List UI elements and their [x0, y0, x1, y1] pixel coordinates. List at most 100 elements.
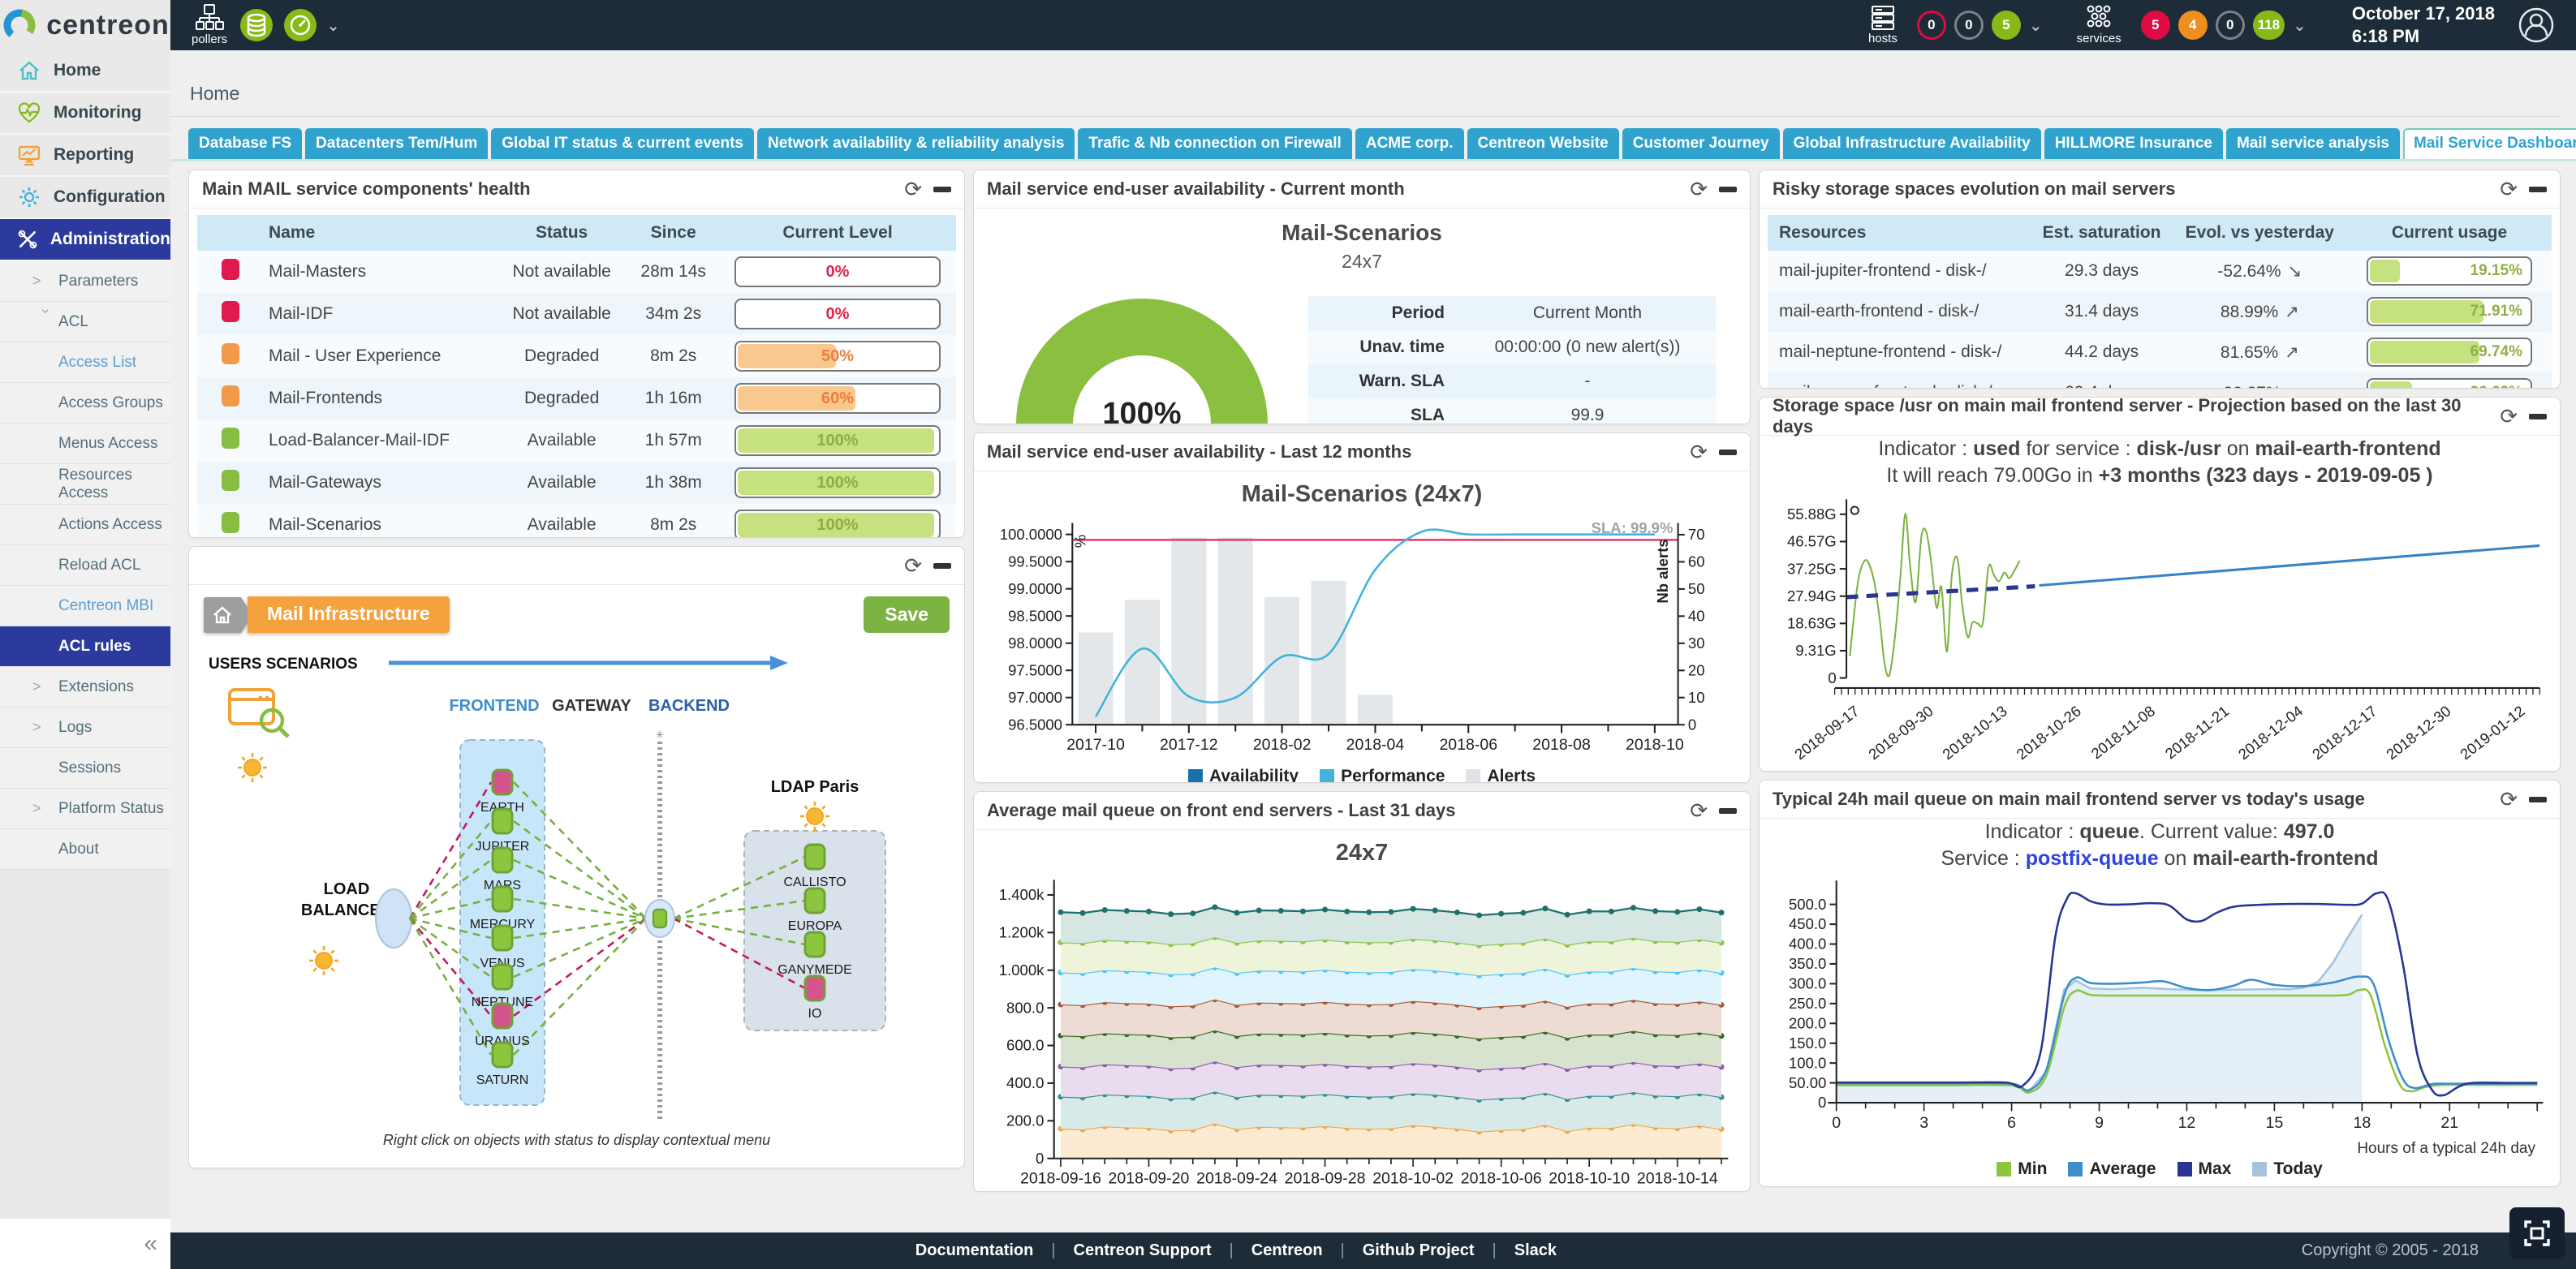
infra-node-saturn[interactable]: SATURN — [476, 1041, 529, 1087]
tab-hillmore-insurance[interactable]: HILLMORE Insurance — [2044, 128, 2223, 159]
tab-network-availability-reliability-analysis[interactable]: Network availability & reliability analy… — [757, 128, 1075, 159]
services-badge-0[interactable]: 5 — [2140, 11, 2170, 40]
tab-mail-service-dashboard[interactable]: Mail Service Dashboard — [2402, 128, 2576, 159]
minimize-icon[interactable] — [933, 186, 951, 192]
health-row[interactable]: Load-Balancer-Mail-IDF Available 1h 57m 100… — [197, 419, 956, 462]
services-badge-1[interactable]: 4 — [2178, 11, 2208, 40]
infra-node-callisto[interactable]: CALLISTO — [783, 843, 846, 889]
tab-datacenters-tem-hum[interactable]: Datacenters Tem/Hum — [305, 128, 489, 159]
minimize-icon[interactable] — [2529, 413, 2547, 419]
storage-row[interactable]: mail-jupiter-frontend - disk-/29.3 days -… — [1768, 251, 2552, 291]
configuration-icon — [19, 187, 39, 207]
sidebar-subitem-actions-access[interactable]: Actions Access — [0, 505, 170, 545]
health-row[interactable]: Mail-Frontends Degraded 1h 16m 60% — [197, 377, 956, 419]
sidebar-item-monitoring[interactable]: Monitoring — [0, 92, 170, 135]
services-chevron-down-icon[interactable]: ⌄ — [2293, 16, 2307, 35]
hosts-badge-0[interactable]: 0 — [1916, 11, 1946, 40]
health-row[interactable]: Mail-Scenarios Available 8m 2s 100% — [197, 504, 956, 537]
refresh-icon[interactable]: ⟳ — [2500, 404, 2518, 428]
sidebar-item-configuration[interactable]: Configuration — [0, 177, 170, 219]
storage-row[interactable]: mail-neptune-frontend - disk-/44.2 days 8… — [1768, 332, 2552, 372]
tab-database-fs[interactable]: Database FS — [188, 128, 303, 159]
tab-centreon-website[interactable]: Centreon Website — [1467, 128, 1619, 159]
sidebar-subitem-extensions[interactable]: > Extensions — [0, 667, 170, 708]
services-badge-3[interactable]: 118 — [2252, 11, 2285, 40]
minimize-icon[interactable] — [1719, 186, 1737, 192]
infra-node-mercury[interactable]: MERCURY — [470, 885, 536, 931]
sidebar-item-administration[interactable]: Administration — [0, 219, 170, 261]
refresh-icon[interactable]: ⟳ — [1690, 177, 1708, 201]
centreon-logo[interactable]: centreon — [0, 0, 170, 50]
poller-latency-status-icon[interactable] — [282, 7, 318, 43]
infra-node-europa[interactable]: EUROPA — [788, 887, 842, 933]
sidebar-subitem-parameters[interactable]: > Parameters — [0, 261, 170, 302]
typical-24h-queue-chart: 0 50.00 100.0 150.0 200.0 250.0 300.0 350.0 400.… — [1760, 872, 2560, 1140]
svg-text:3: 3 — [1919, 1114, 1928, 1132]
hosts-badge-2[interactable]: 5 — [1991, 11, 2021, 40]
infra-breadcrumb[interactable]: Mail Infrastructure — [204, 596, 450, 633]
svg-text:100.0000: 100.0000 — [1000, 526, 1062, 543]
sidebar-subitem-platform-status[interactable]: > Platform Status — [0, 789, 170, 829]
infra-node-ganymede[interactable]: GANYMEDE — [778, 931, 852, 977]
tab-mail-service-analysis[interactable]: Mail service analysis — [2225, 128, 2400, 159]
sidebar-subitem-access-groups[interactable]: Access Groups — [0, 383, 170, 424]
tab-global-infrastructure-availability[interactable]: Global Infrastructure Availability — [1782, 128, 2041, 159]
refresh-icon[interactable]: ⟳ — [904, 553, 922, 578]
refresh-icon[interactable]: ⟳ — [1690, 798, 1708, 823]
pollers-menu[interactable]: pollers — [192, 4, 227, 46]
sidebar-subitem-access-list[interactable]: Access List — [0, 342, 170, 383]
sidebar-item-home[interactable]: Home — [0, 50, 170, 92]
refresh-icon[interactable]: ⟳ — [904, 177, 922, 201]
services-menu[interactable]: services — [2077, 5, 2122, 45]
tab-trafic-nb-connection-on-firewall[interactable]: Trafic & Nb connection on Firewall — [1078, 128, 1352, 159]
refresh-icon[interactable]: ⟳ — [2500, 177, 2518, 201]
minimize-icon[interactable] — [2529, 796, 2547, 802]
hosts-chevron-down-icon[interactable]: ⌄ — [2028, 16, 2043, 35]
poller-database-status-icon[interactable] — [239, 7, 274, 43]
minimize-icon[interactable] — [1719, 807, 1737, 814]
health-row[interactable]: Mail-Gateways Available 1h 38m 100% — [197, 462, 956, 504]
minimize-icon[interactable] — [1719, 449, 1737, 455]
sidebar-subitem-acl[interactable]: › ACL — [0, 302, 170, 342]
save-button[interactable]: Save — [864, 596, 950, 633]
refresh-icon[interactable]: ⟳ — [1690, 440, 1708, 464]
health-row[interactable]: Mail - User Experience Degraded 8m 2s 50% — [197, 335, 956, 377]
footer-link-slack[interactable]: Slack — [1514, 1241, 1557, 1259]
load-balancer-node[interactable] — [375, 888, 412, 949]
sidebar-collapse-button[interactable]: « — [0, 1219, 170, 1269]
hosts-badge-1[interactable]: 0 — [1954, 11, 1984, 40]
sidebar-subitem-sessions[interactable]: Sessions — [0, 748, 170, 789]
chevron-icon: > — [32, 678, 41, 695]
user-avatar[interactable] — [2518, 6, 2555, 44]
hosts-menu[interactable]: hosts — [1868, 5, 1898, 45]
storage-row[interactable]: mail-earth-frontend - disk-/31.4 days 88.… — [1768, 291, 2552, 332]
footer-link-documentation[interactable]: Documentation — [915, 1241, 1034, 1259]
infra-node-io[interactable]: IO — [803, 974, 826, 1021]
health-row[interactable]: Mail-Masters Not available 28m 14s 0% — [197, 251, 956, 293]
svg-text:2018-09-20: 2018-09-20 — [1109, 1170, 1190, 1188]
sidebar-subitem-resources-access[interactable]: Resources Access — [0, 464, 170, 505]
services-badge-2[interactable]: 0 — [2215, 11, 2245, 40]
footer-link-centreon[interactable]: Centreon — [1251, 1241, 1323, 1259]
sidebar-subitem-logs[interactable]: > Logs — [0, 708, 170, 748]
health-row[interactable]: Mail-IDF Not available 34m 2s 0% — [197, 293, 956, 335]
tab-global-it-status-current-events[interactable]: Global IT status & current events — [491, 128, 755, 159]
availability-12-months-chart: SLA: 99.9% 96.5000 97.0000 97.5000 98.0000 98… — [974, 510, 1750, 764]
tab-customer-journey[interactable]: Customer Journey — [1622, 128, 1780, 159]
sidebar-item-reporting[interactable]: Reporting — [0, 135, 170, 177]
sidebar-subitem-acl-rules[interactable]: ACL rules — [0, 626, 170, 667]
sidebar-subitem-menus-access[interactable]: Menus Access — [0, 424, 170, 464]
minimize-icon[interactable] — [2529, 186, 2547, 192]
sidebar-subitem-centreon-mbi[interactable]: Centreon MBI — [0, 586, 170, 626]
sidebar-subitem-reload-acl[interactable]: Reload ACL — [0, 545, 170, 586]
tab-acme-corp-[interactable]: ACME corp. — [1355, 128, 1464, 159]
footer-link-centreon-support[interactable]: Centreon Support — [1073, 1241, 1212, 1259]
storage-row[interactable]: mail-uranus-frontend - disk-/60.4 days-3… — [1768, 372, 2552, 388]
pollers-chevron-down-icon[interactable]: ⌄ — [326, 16, 340, 35]
services-label: services — [2076, 32, 2122, 45]
sidebar-subitem-about[interactable]: About — [0, 829, 170, 870]
fullscreen-button[interactable] — [2509, 1207, 2565, 1259]
refresh-icon[interactable]: ⟳ — [2500, 787, 2518, 811]
minimize-icon[interactable] — [933, 562, 951, 569]
footer-link-github-project[interactable]: Github Project — [1362, 1241, 1475, 1259]
